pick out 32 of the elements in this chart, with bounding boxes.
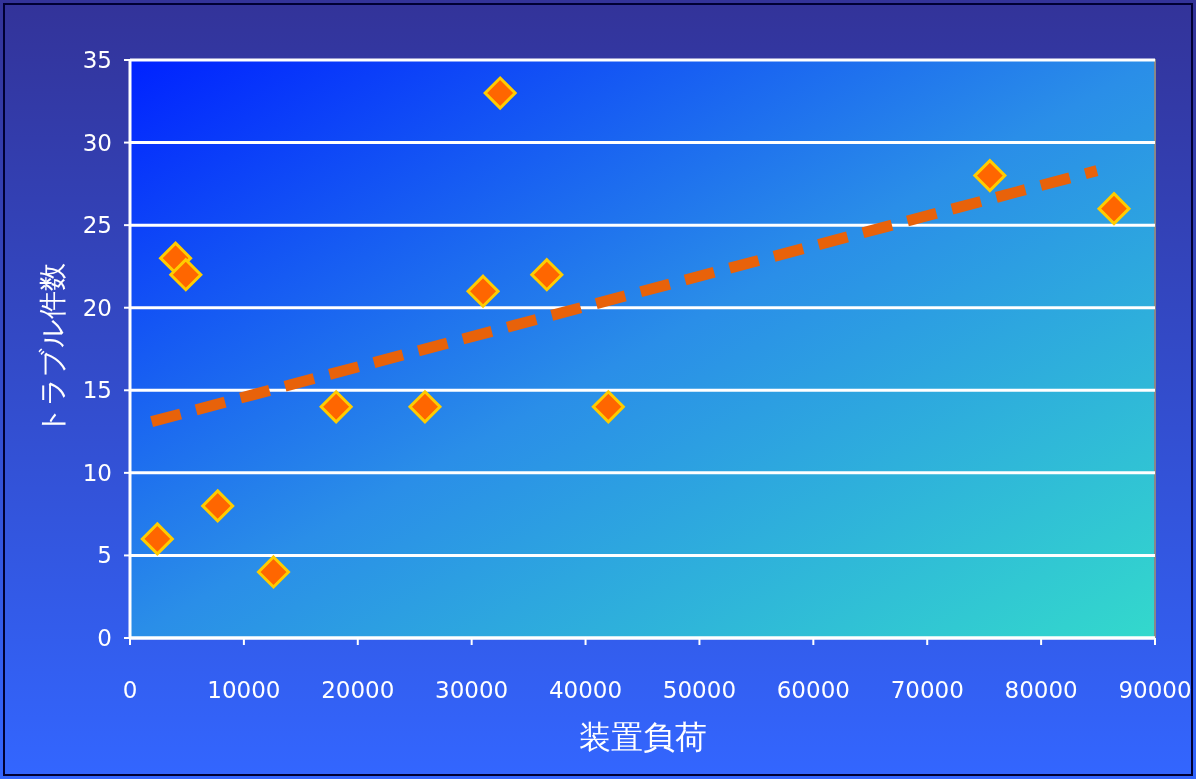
point	[257, 555, 290, 589]
y-tick-label: 0	[97, 625, 112, 651]
point	[319, 390, 353, 424]
y-axis-title: トラブル件数	[36, 263, 69, 435]
point	[140, 522, 174, 556]
x-tick-label: 70000	[890, 677, 964, 703]
point	[466, 274, 500, 308]
y-tick-label: 20	[82, 294, 112, 321]
x-tick-label: 60000	[776, 677, 850, 703]
y-tick-label: 15	[82, 377, 112, 404]
x-tick-label: 0	[122, 677, 138, 703]
y-tick-label: 35	[82, 47, 112, 73]
y-tick-label: 10	[82, 459, 112, 486]
point	[591, 390, 625, 424]
point	[483, 76, 517, 110]
x-axis-title: 装置負荷	[578, 718, 707, 756]
y-tick-label: 25	[82, 212, 112, 239]
point	[169, 258, 203, 292]
y-tick-label: 30	[82, 129, 112, 156]
point	[408, 390, 442, 424]
x-tick-label: 90000	[1118, 677, 1192, 703]
y-tick-label: 5	[97, 542, 112, 569]
point	[530, 258, 564, 292]
x-tick-label: 30000	[435, 677, 509, 703]
x-tick-label: 80000	[1004, 677, 1078, 703]
x-tick-label: 40000	[548, 677, 623, 703]
x-tick-label: 50000	[662, 677, 737, 703]
point	[973, 159, 1007, 193]
x-tick-label: 20000	[321, 677, 395, 703]
point	[201, 489, 235, 523]
point	[1097, 192, 1131, 226]
x-tick-label: 10000	[207, 677, 281, 703]
